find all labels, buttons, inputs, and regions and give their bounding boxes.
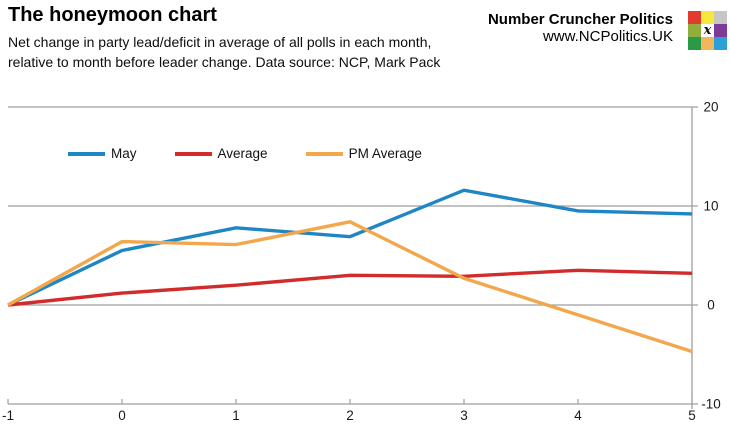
legend-item-may: May (68, 146, 137, 161)
logo-cell (714, 11, 727, 24)
logo-cell (714, 37, 727, 50)
y-tick-label--10: -10 (701, 397, 721, 412)
x-tick-label-1: 1 (232, 408, 240, 423)
legend-swatch (68, 151, 105, 156)
subtitle-line-1: Net change in party lead/deficit in aver… (8, 34, 432, 50)
legend-swatch (305, 151, 343, 156)
legend-item-average: Average (174, 146, 268, 161)
legend-item-pm-average: PM Average (305, 146, 422, 161)
x-tick-label-0: 0 (118, 408, 126, 423)
y-tick-label-0: 0 (707, 298, 715, 313)
series-line-average (7, 268, 693, 307)
legend-label: PM Average (348, 146, 422, 161)
brand-block: Number Cruncher Politics www.NCPolitics.… (488, 11, 673, 45)
ncp-logo-icon: x (688, 11, 727, 50)
page-title: The honeymoon chart (8, 4, 217, 26)
series-line-pm-average (7, 220, 693, 354)
logo-cell (714, 24, 727, 37)
subtitle-line-2: relative to month before leader change. … (8, 54, 441, 70)
x-tick-label-4: 4 (574, 408, 582, 423)
y-tick-label-20: 20 (703, 100, 718, 115)
logo-cell (701, 11, 714, 24)
logo-x-cell: x (701, 23, 714, 38)
logo-cell (688, 37, 701, 50)
series-line-may (7, 188, 693, 307)
brand-url: www.NCPolitics.UK (542, 28, 673, 45)
y-tick-label-10: 10 (703, 199, 718, 214)
chart-subtitle: Net change in party lead/deficit in aver… (8, 32, 440, 72)
x-tick-label-5: 5 (688, 408, 696, 423)
x-tick-label--1: -1 (2, 408, 14, 423)
x-tick-label-3: 3 (460, 408, 468, 423)
legend-swatch (174, 151, 212, 156)
logo-cell (688, 24, 701, 37)
logo-cell (701, 37, 714, 50)
brand-name: Number Cruncher Politics (487, 11, 673, 28)
legend-label: May (111, 146, 137, 161)
legend-label: Average (217, 146, 268, 161)
logo-cell (688, 11, 701, 24)
chart-legend: May Average PM Average (68, 146, 422, 161)
x-tick-label-2: 2 (346, 408, 354, 423)
